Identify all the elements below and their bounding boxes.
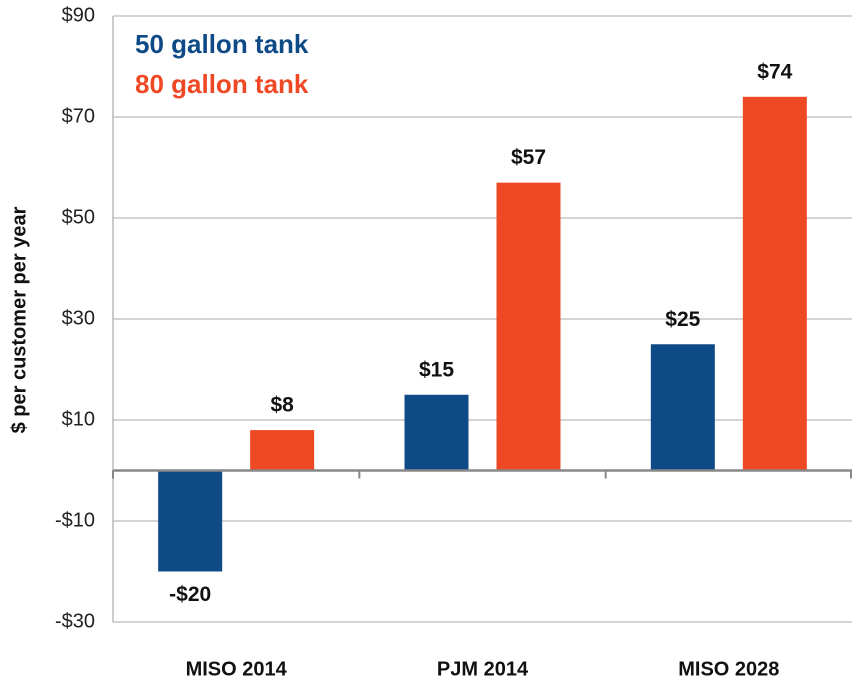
value-label: -$20 (169, 583, 211, 606)
y-tick-label: $70 (62, 105, 95, 127)
bar (404, 394, 469, 471)
bar (250, 430, 315, 471)
y-axis-label: $ per customer per year (8, 206, 30, 433)
bar (650, 344, 715, 471)
y-tick-label: $10 (62, 408, 95, 430)
y-tick-label: -$10 (55, 509, 95, 531)
bar (158, 470, 223, 572)
bar (496, 182, 561, 471)
value-label: $74 (757, 60, 792, 83)
x-tick-label: MISO 2028 (678, 658, 779, 680)
value-label: $25 (665, 308, 700, 331)
value-label: $8 (270, 394, 294, 417)
bar (742, 96, 807, 471)
y-tick-label: $50 (62, 206, 95, 228)
y-tick-label: -$30 (55, 610, 95, 632)
y-tick-label: $90 (62, 4, 95, 26)
y-tick-label: $30 (62, 307, 95, 329)
value-label: $15 (419, 358, 454, 381)
legend-entry: 80 gallon tank (135, 69, 309, 99)
legend-entry: 50 gallon tank (135, 29, 309, 59)
value-label: $57 (511, 146, 546, 169)
x-tick-label: MISO 2014 (186, 658, 288, 680)
x-tick-label: PJM 2014 (437, 658, 529, 680)
